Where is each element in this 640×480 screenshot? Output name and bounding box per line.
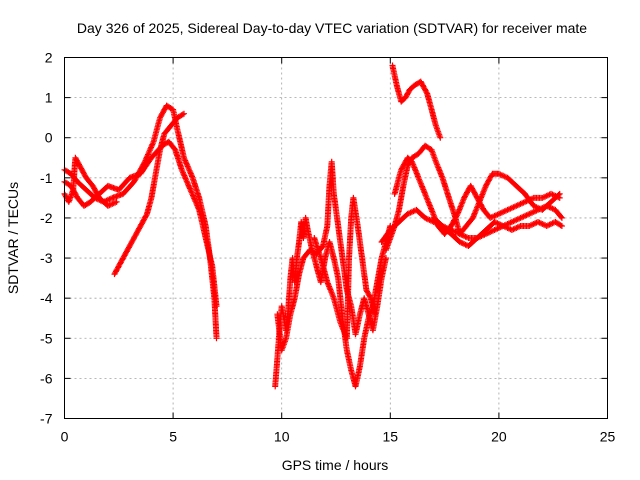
x-tick-label: 0 [61, 429, 69, 445]
chart-title: Day 326 of 2025, Sidereal Day-to-day VTE… [77, 20, 587, 36]
x-tick-label: 10 [274, 429, 290, 445]
y-tick-label: -2 [40, 210, 53, 226]
y-tick-label: -7 [40, 411, 53, 427]
x-tick-label: 5 [169, 429, 177, 445]
x-tick-label: 20 [491, 429, 507, 445]
y-tick-label: -6 [40, 370, 53, 386]
x-axis-label: GPS time / hours [282, 457, 389, 473]
y-tick-label: 1 [45, 90, 53, 106]
y-tick-label: -3 [40, 250, 53, 266]
y-axis-label: SDTVAR / TECUs [5, 182, 21, 294]
y-tick-label: 2 [45, 50, 53, 66]
y-axis-ticks: -7 -6 -5 -4 -3 -2 -1 0 1 2 [40, 50, 608, 427]
y-tick-label: -1 [40, 170, 53, 186]
plot-frame [64, 57, 608, 419]
x-tick-label: 15 [383, 429, 399, 445]
series-sat-d-markers [111, 110, 187, 278]
x-axis-ticks: 0 5 10 15 20 25 [61, 57, 616, 445]
series-sat-l-markers [430, 214, 565, 249]
x-tick-label: 25 [600, 429, 616, 445]
y-tick-label: -5 [40, 330, 53, 346]
y-tick-label: 0 [45, 130, 53, 146]
grid [64, 57, 608, 419]
y-tick-label: -4 [40, 290, 53, 306]
data-points [61, 62, 565, 390]
series-sat-j-markers [389, 62, 444, 141]
series-sat-g-markers [311, 194, 379, 342]
